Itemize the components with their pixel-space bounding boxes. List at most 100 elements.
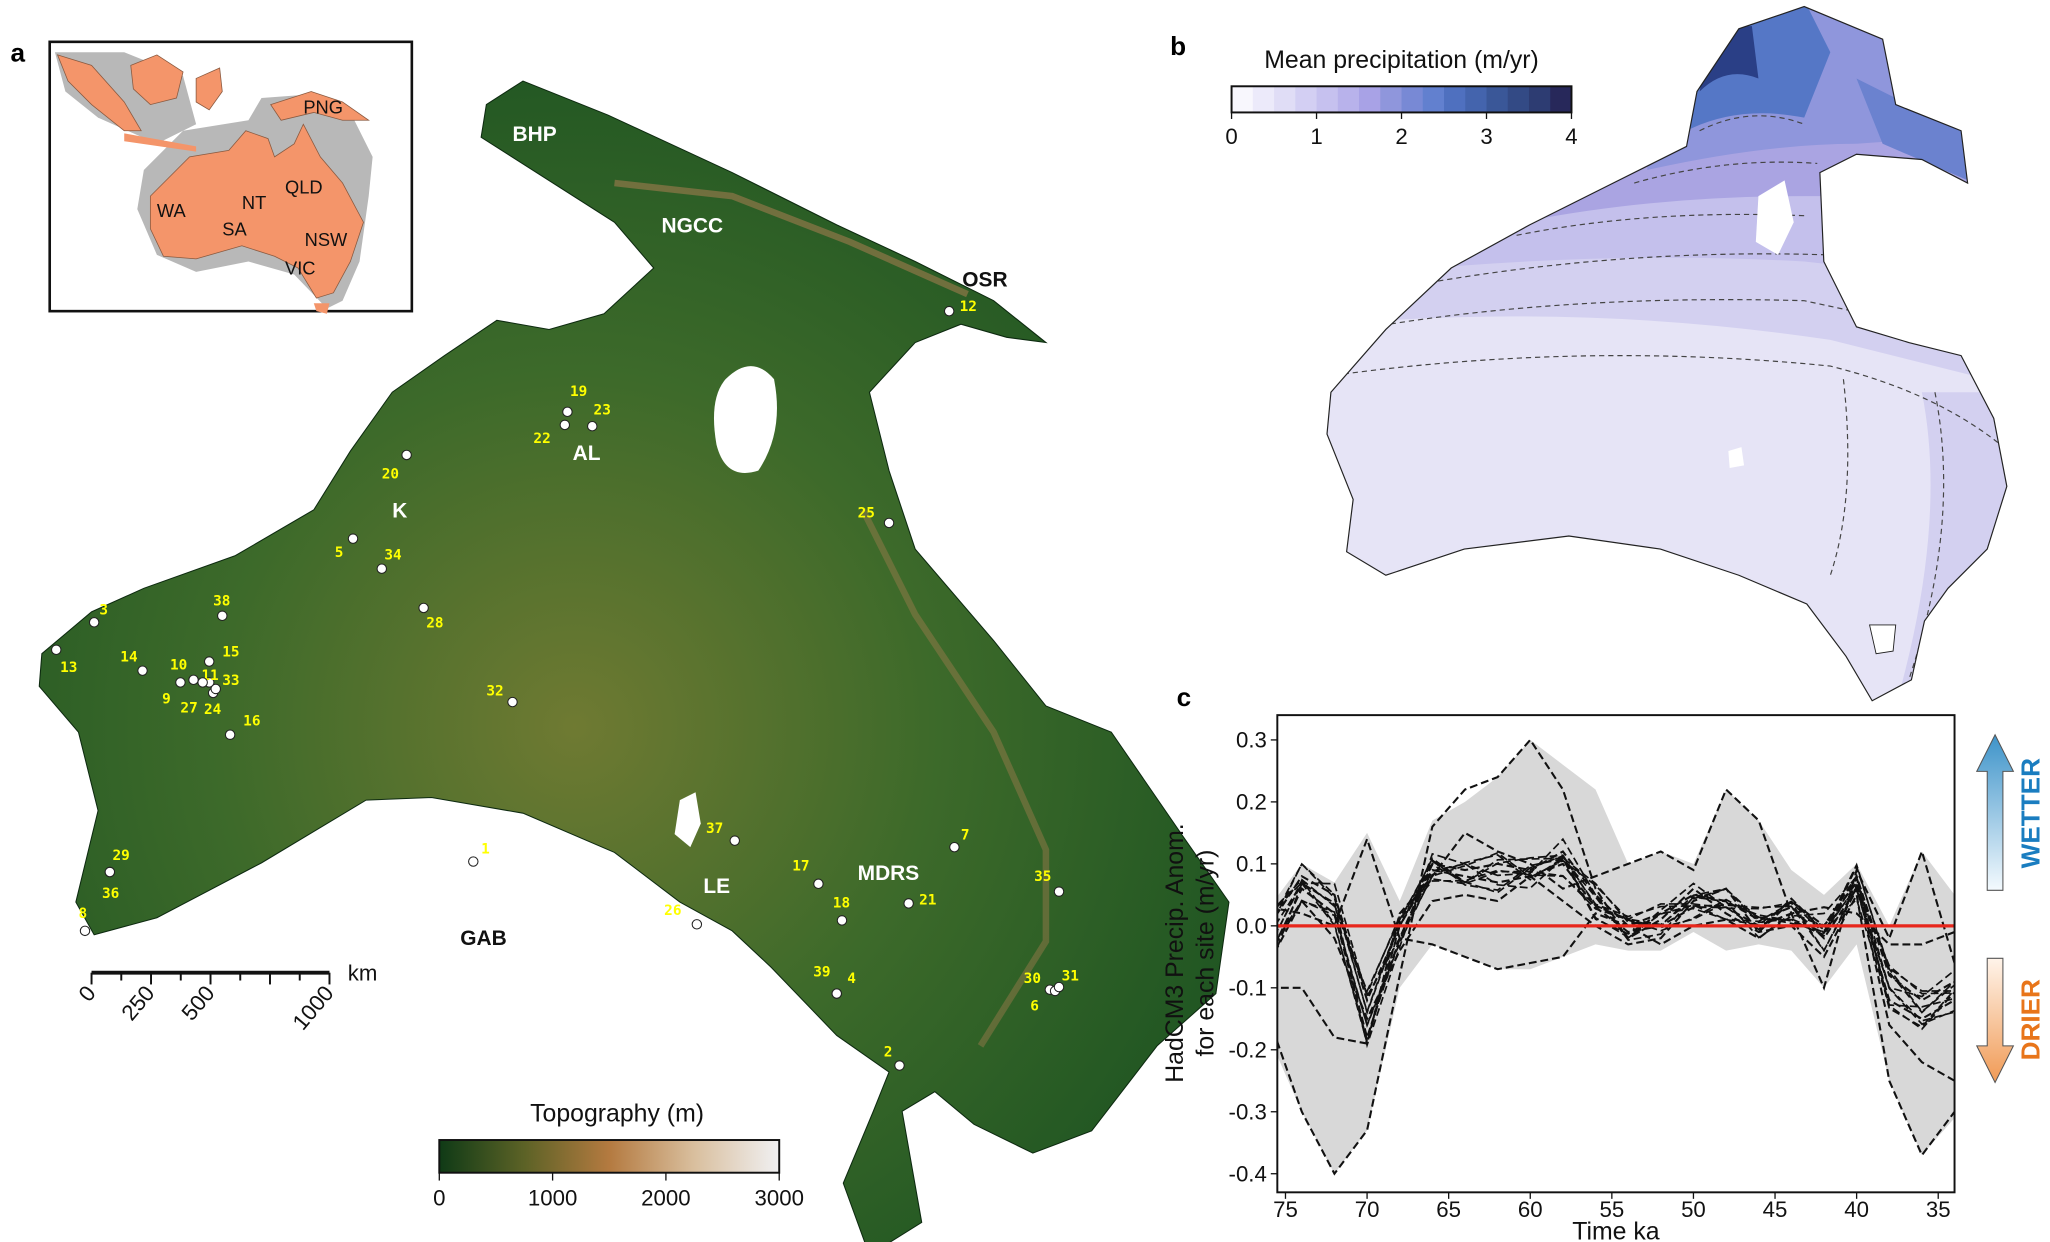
- site-marker[interactable]: [883, 517, 895, 529]
- precipitation-colorbar-title: Mean precipitation (m/yr): [1264, 47, 1539, 74]
- site-label: 9: [162, 691, 171, 707]
- site-marker[interactable]: [729, 835, 740, 846]
- site-marker[interactable]: [175, 677, 186, 688]
- precipitation-colorbar-step: [1444, 86, 1466, 113]
- site-label: 29: [112, 848, 129, 864]
- site-marker[interactable]: [104, 866, 116, 878]
- site-label: 1: [481, 842, 490, 858]
- y-tick-label: -0.1: [1229, 976, 1267, 1001]
- inset-region-label: NT: [242, 192, 266, 213]
- site-label: 19: [570, 384, 587, 400]
- site-series-line: [1277, 787, 1955, 1045]
- site-marker[interactable]: [1053, 981, 1065, 993]
- inset-region-label: PNG: [303, 97, 343, 118]
- site-marker[interactable]: [418, 602, 429, 614]
- y-tick-label: -0.3: [1229, 1100, 1267, 1125]
- lake-carpentaria: [713, 366, 777, 473]
- site-marker[interactable]: [813, 878, 824, 890]
- x-tick-label: 65: [1436, 1197, 1461, 1222]
- plot-frame: [1276, 714, 1956, 1194]
- site-marker[interactable]: [224, 729, 236, 740]
- site-series-line: [1277, 862, 1955, 1004]
- site-label: 26: [664, 903, 681, 919]
- site-label: 31: [1062, 969, 1079, 985]
- x-tick-label: 55: [1599, 1197, 1624, 1222]
- site-marker[interactable]: [210, 683, 221, 695]
- site-marker[interactable]: [376, 563, 388, 574]
- site-label: 17: [792, 859, 809, 875]
- highlands-ridge: [614, 179, 969, 298]
- site-marker[interactable]: [137, 665, 148, 676]
- site-marker[interactable]: [188, 674, 199, 686]
- site-label: 23: [594, 402, 611, 418]
- precipitation-colorbar-step: [1422, 86, 1445, 113]
- site-label: 37: [706, 821, 723, 837]
- y-tick-label: 0.1: [1236, 852, 1267, 877]
- site-marker[interactable]: [217, 610, 228, 621]
- site-series-line: [1277, 854, 1955, 1047]
- site-marker[interactable]: [903, 898, 914, 909]
- site-marker[interactable]: [51, 644, 62, 655]
- region-label: NGCC: [662, 215, 724, 238]
- site-label: 25: [858, 506, 875, 522]
- site-marker[interactable]: [203, 656, 215, 667]
- site-marker[interactable]: [401, 449, 412, 461]
- site-marker[interactable]: [691, 919, 703, 930]
- precipitation-colorbar-step: [1486, 86, 1509, 113]
- precipitation-colorbar-step: [1316, 86, 1339, 113]
- site-marker[interactable]: [1053, 886, 1065, 897]
- region-label: OSR: [962, 268, 1007, 291]
- topography-tick-label: 1000: [528, 1185, 577, 1210]
- region-label: LC: [731, 416, 759, 439]
- precipitation-tick-label: 2: [1395, 124, 1407, 149]
- site-label: 33: [222, 673, 239, 689]
- site-marker[interactable]: [88, 617, 100, 628]
- y-tick-label: 0.2: [1236, 790, 1267, 815]
- site-marker[interactable]: [507, 696, 518, 708]
- drier-label: DRIER: [2016, 979, 2046, 1060]
- site-marker[interactable]: [943, 305, 955, 317]
- site-marker[interactable]: [468, 856, 479, 867]
- site-marker[interactable]: [836, 915, 848, 926]
- region-label: BHP: [513, 123, 557, 146]
- precipitation-colorbar-step: [1550, 86, 1572, 113]
- site-label: 2: [884, 1044, 893, 1060]
- inset-region-label: WA: [157, 200, 187, 221]
- site-series-line: [1277, 851, 1955, 1031]
- site-marker[interactable]: [562, 406, 573, 418]
- site-label: 24: [204, 702, 222, 718]
- x-axis-label: Time ka: [1572, 1218, 1660, 1242]
- site-marker[interactable]: [894, 1060, 905, 1071]
- site-label: 4: [847, 971, 856, 987]
- x-tick-label: 60: [1518, 1197, 1543, 1222]
- topography-tick-label: 3000: [754, 1185, 803, 1210]
- site-marker[interactable]: [831, 988, 842, 999]
- precipitation-tick-label: 0: [1225, 124, 1237, 149]
- precipitation-colorbar-step: [1401, 86, 1424, 113]
- site-label: 36: [102, 886, 119, 902]
- site-marker[interactable]: [79, 925, 91, 937]
- precipitation-colorbar-step: [1337, 86, 1360, 113]
- site-label: 10: [170, 657, 187, 673]
- site-marker[interactable]: [587, 420, 598, 432]
- lake-eyre: [674, 792, 701, 848]
- inset-region-label: NSW: [305, 229, 348, 250]
- precipitation-tick-label: 4: [1565, 124, 1577, 149]
- sahul-landmass: [38, 80, 1230, 1242]
- site-marker[interactable]: [197, 677, 208, 688]
- y-axis-label-line2: for each site (m/yr): [1192, 850, 1219, 1057]
- x-tick-label: 50: [1681, 1197, 1706, 1222]
- inset-region-label: QLD: [285, 176, 323, 197]
- site-label: 21: [919, 893, 936, 909]
- wetter-arrow: WETTER: [1975, 733, 2046, 891]
- precipitation-map: Mean precipitation (m/yr) 0 1 2 3 4: [1225, 5, 2008, 702]
- precipitation-tick-label: 3: [1480, 124, 1492, 149]
- panel-label-a: a: [10, 37, 25, 67]
- scale-unit: km: [348, 961, 378, 986]
- precipitation-colorbar-step: [1252, 86, 1275, 113]
- scale-tick-label: 0: [74, 981, 101, 1007]
- site-marker[interactable]: [559, 419, 571, 431]
- site-marker[interactable]: [347, 533, 359, 544]
- site-marker[interactable]: [949, 841, 960, 853]
- site-series-line: [1277, 874, 1955, 1082]
